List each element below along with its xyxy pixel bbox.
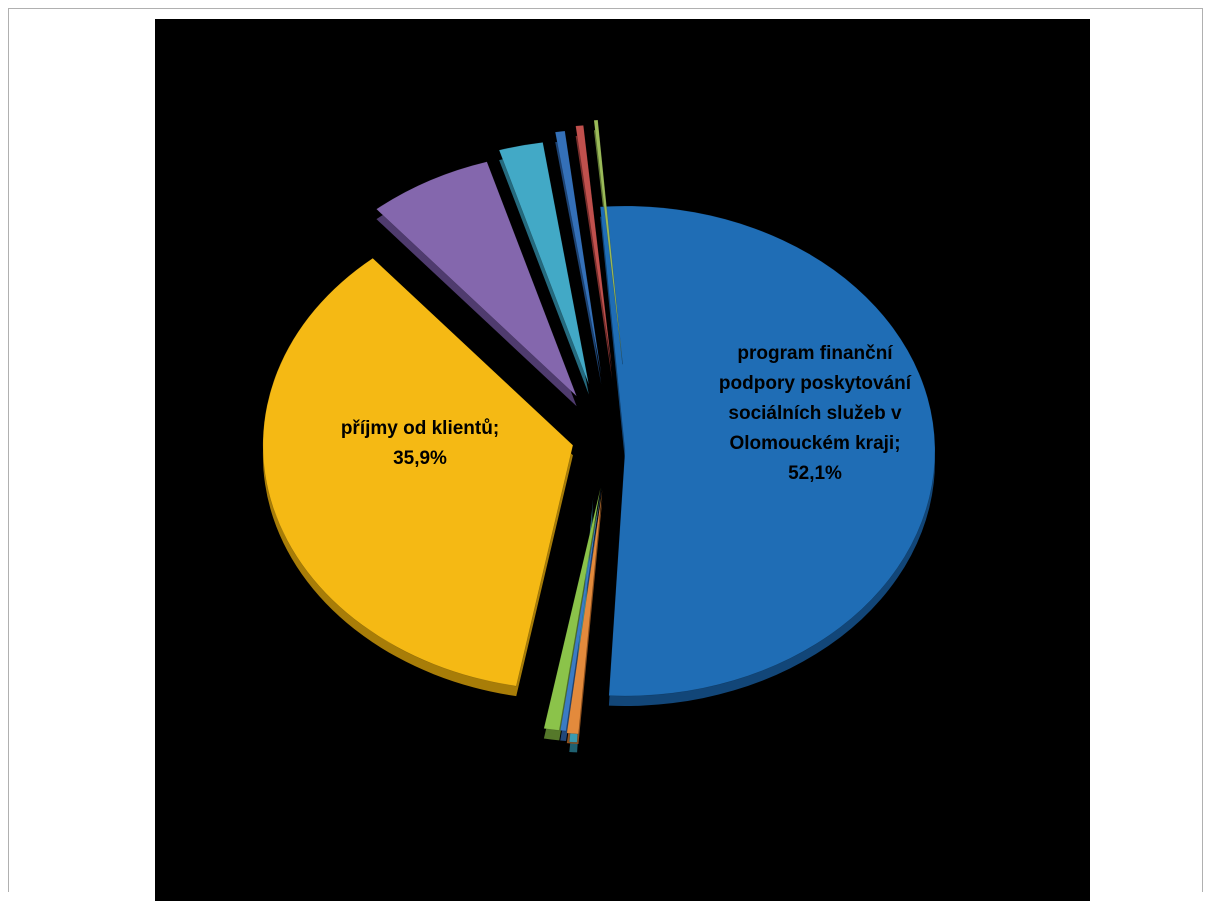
pie-slice <box>566 489 603 735</box>
pie-chart: program finanční podpory poskytování sociá… <box>262 119 936 753</box>
slice-label: program finanční podpory poskytování sociá… <box>719 343 912 484</box>
slice-label: příjmy od klientů; 35,9% <box>341 418 499 469</box>
pie-slice <box>559 487 602 732</box>
pie-slice <box>498 142 590 385</box>
pie-slice <box>593 119 623 365</box>
pie-slice <box>575 125 613 370</box>
page-frame: program finanční podpory poskytování sociá… <box>8 8 1203 901</box>
pie-slice <box>543 487 601 731</box>
pie-slice-shadow <box>499 152 589 395</box>
chart-area: program finanční podpory poskytování sociá… <box>155 19 1090 901</box>
pie-slice <box>599 205 936 697</box>
pie-slice-shadow <box>575 135 613 380</box>
pie-slice <box>554 130 602 375</box>
pie-slice <box>376 161 577 397</box>
pie-slice-shadow <box>555 141 602 385</box>
pie-slice <box>262 257 574 687</box>
